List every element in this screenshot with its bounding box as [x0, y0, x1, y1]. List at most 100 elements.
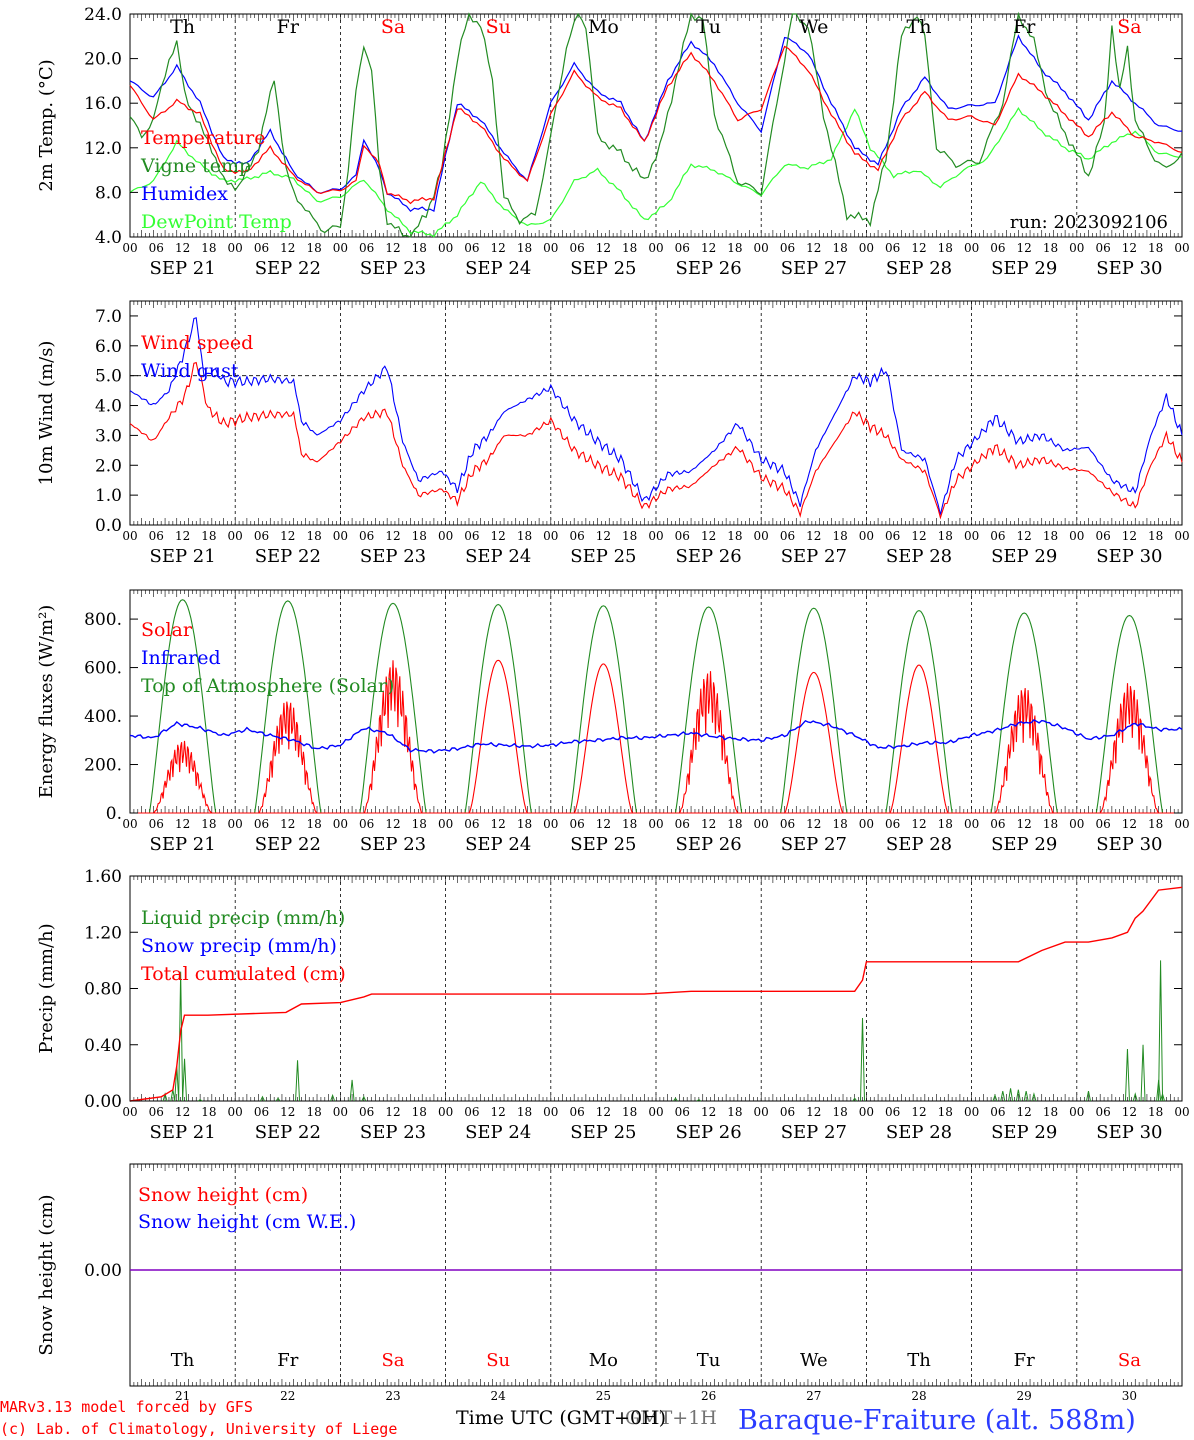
- hour-tick-label: 12: [1017, 241, 1032, 255]
- hour-tick-label: 12: [280, 529, 295, 543]
- hour-tick-label: 12: [806, 241, 821, 255]
- y-tick-label: 800.: [84, 610, 122, 630]
- hour-tick-label: 06: [780, 529, 795, 543]
- hour-tick-label: 00: [859, 1105, 874, 1119]
- y-tick-label: 7.0: [95, 307, 122, 327]
- hour-tick-label: 06: [885, 241, 900, 255]
- hour-tick-label: 06: [885, 817, 900, 831]
- liquid-precip-spike: [349, 1079, 355, 1102]
- hour-tick-label: 00: [333, 1105, 348, 1119]
- hour-tick-label: 06: [675, 817, 690, 831]
- date-label: SEP 21: [149, 1122, 215, 1143]
- hour-tick-label: 06: [464, 529, 479, 543]
- hour-tick-label: 00: [859, 817, 874, 831]
- series-toa-solar: [359, 602, 427, 814]
- hour-tick-label: 06: [254, 529, 269, 543]
- series-wind-speed: [129, 361, 1183, 520]
- run-label: run: 2023092106: [1010, 212, 1168, 233]
- panel-temperature: Th Fr Sa Su Mo Tu We Th Fr Sa Temperature Vigne tem…: [36, 5, 1190, 279]
- date-label: SEP 26: [675, 258, 741, 279]
- hour-tick-label: 06: [149, 529, 164, 543]
- y-tick-label: 3.0: [95, 426, 122, 446]
- hour-tick-label: 18: [306, 241, 321, 255]
- date-label: SEP 26: [675, 1122, 741, 1143]
- day-label: Su: [486, 1350, 510, 1371]
- hour-tick-label: 00: [1174, 529, 1189, 543]
- hour-tick-label: 00: [754, 817, 769, 831]
- hour-tick-label: 00: [543, 1105, 558, 1119]
- series-toa-solar: [990, 612, 1058, 814]
- liquid-precip-spike: [295, 1060, 301, 1102]
- y-axis-label: Precip (mm/h): [36, 923, 57, 1053]
- series-toa-solar: [254, 600, 322, 814]
- day-label: Tu: [696, 16, 721, 38]
- hour-tick-label: 06: [569, 1105, 584, 1119]
- hour-tick-label: 06: [149, 817, 164, 831]
- day-label: Mo: [589, 1350, 618, 1371]
- hour-tick-label: 00: [648, 241, 663, 255]
- date-label: SEP 22: [255, 258, 321, 279]
- hour-tick-label: 18: [517, 1105, 532, 1119]
- y-tick-label: 24.0: [84, 5, 122, 25]
- hour-tick-label: 18: [832, 817, 847, 831]
- hour-tick-label: 06: [254, 1105, 269, 1119]
- hour-tick-label: 18: [201, 241, 216, 255]
- hour-tick-label: 00: [122, 241, 137, 255]
- hour-tick-label: 06: [359, 1105, 374, 1119]
- hour-tick-label: 18: [938, 817, 953, 831]
- date-label: SEP 28: [886, 1122, 952, 1143]
- y-tick-label: 1.60: [84, 867, 122, 887]
- legend-entry: Humidex: [141, 183, 228, 205]
- hour-tick-label: 00: [122, 1105, 137, 1119]
- hour-tick-label: 00: [438, 241, 453, 255]
- legend-entry: Liquid precip (mm/h): [141, 907, 345, 929]
- day-label: Fr: [277, 1350, 298, 1371]
- hour-tick-label: 00: [1069, 817, 1084, 831]
- date-number: 27: [806, 1389, 821, 1403]
- hour-tick-label: 00: [1069, 241, 1084, 255]
- hour-tick-label: 12: [1017, 817, 1032, 831]
- hour-tick-label: 06: [780, 817, 795, 831]
- hour-tick-label: 00: [122, 817, 137, 831]
- hour-tick-label: 12: [911, 529, 926, 543]
- hour-tick-label: 12: [385, 1105, 400, 1119]
- hour-tick-label: 12: [701, 1105, 716, 1119]
- liquid-precip-spike: [1132, 1092, 1138, 1102]
- series-humidex: [129, 34, 1183, 213]
- hour-tick-label: 06: [1095, 529, 1110, 543]
- hour-tick-label: 18: [1043, 817, 1058, 831]
- y-tick-label: 0.: [106, 804, 122, 824]
- hour-tick-label: 18: [412, 817, 427, 831]
- hour-tick-label: 06: [464, 1105, 479, 1119]
- date-label: SEP 29: [991, 834, 1057, 855]
- day-label: Th: [907, 16, 932, 38]
- y-tick-label: 1.20: [84, 923, 122, 943]
- liquid-precip-spike: [260, 1095, 265, 1102]
- series-solar: [468, 659, 528, 814]
- liquid-precip-spike: [860, 1018, 866, 1102]
- series-toa-solar: [569, 605, 638, 814]
- hour-tick-label: 12: [280, 241, 295, 255]
- hour-tick-label: 18: [727, 1105, 742, 1119]
- hour-tick-label: 12: [1017, 1105, 1032, 1119]
- liquid-precip-spike: [1085, 1091, 1091, 1102]
- hour-tick-label: 06: [149, 241, 164, 255]
- legend-entry: Snow height (cm W.E.): [138, 1211, 356, 1233]
- date-label: SEP 25: [570, 546, 636, 567]
- hour-tick-label: 18: [201, 817, 216, 831]
- series-solar: [1099, 683, 1160, 814]
- hour-tick-label: 18: [517, 241, 532, 255]
- hour-tick-label: 00: [1174, 817, 1189, 831]
- y-axis-label: Energy fluxes (W/m²): [36, 605, 57, 799]
- hour-tick-label: 12: [385, 241, 400, 255]
- day-label: Th: [171, 1350, 195, 1371]
- hour-tick-label: 18: [727, 529, 742, 543]
- date-label: SEP 21: [149, 834, 215, 855]
- date-number: 25: [596, 1389, 611, 1403]
- hour-tick-label: 12: [385, 529, 400, 543]
- date-label: SEP 25: [570, 834, 636, 855]
- hour-tick-label: 18: [938, 1105, 953, 1119]
- y-tick-label: 16.0: [84, 94, 122, 114]
- hour-tick-label: 12: [1122, 1105, 1137, 1119]
